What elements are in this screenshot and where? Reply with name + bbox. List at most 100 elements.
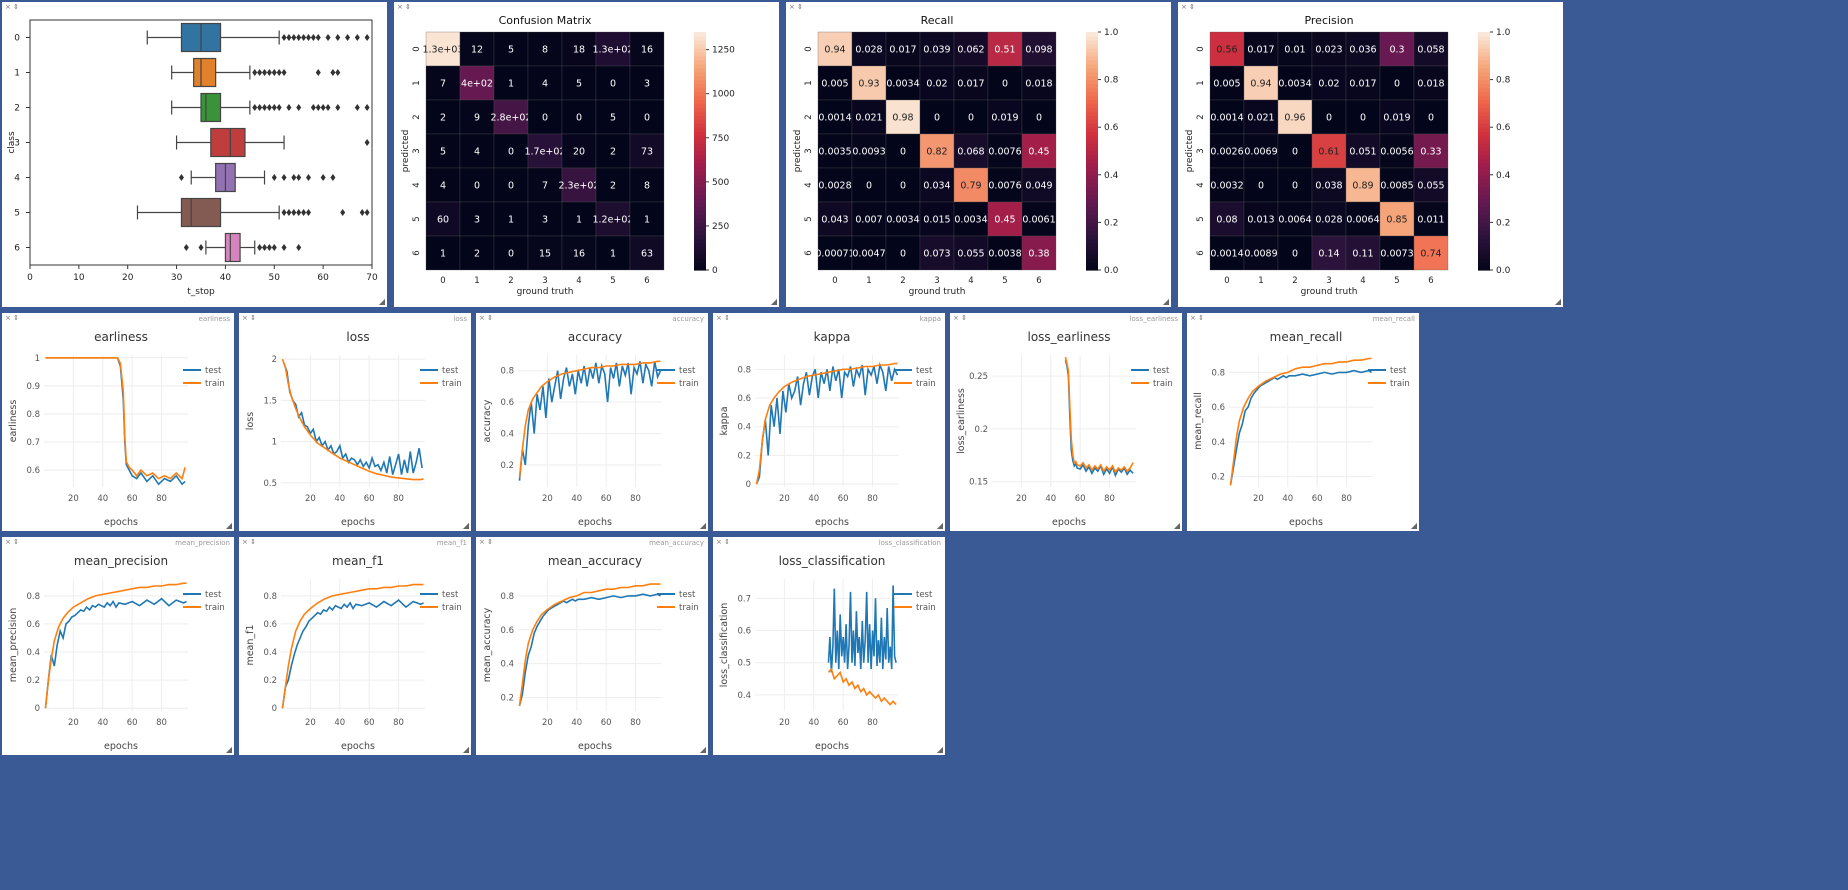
colorbar-segment — [1478, 39, 1490, 45]
colorbar-segment — [694, 83, 706, 89]
heatmap-cell — [987, 31, 1023, 67]
chart-title: loss_earliness — [1027, 330, 1110, 344]
colorbar-segment — [1086, 79, 1098, 85]
heatmap-cell — [1021, 235, 1057, 271]
chart-title: accuracy — [568, 330, 622, 344]
outlier-point — [364, 139, 370, 146]
resize-handle-icon[interactable]: ◢ — [699, 745, 706, 754]
resize-handle-icon[interactable]: ◢ — [936, 521, 943, 530]
resize-handle-icon[interactable]: ◢ — [225, 521, 232, 530]
window-controls-icon[interactable]: × ⇕ — [716, 314, 730, 322]
colorbar-segment — [694, 170, 706, 176]
heatmap-cell — [629, 133, 665, 169]
y-tick-label: 0.8 — [26, 592, 40, 602]
resize-handle-icon[interactable]: ◢ — [462, 745, 469, 754]
legend-label: train — [205, 603, 225, 613]
colorbar-tick-label: 0.8 — [1104, 76, 1119, 86]
window-controls-icon[interactable]: × ⇕ — [479, 314, 493, 322]
window-controls-icon[interactable]: × ⇕ — [1181, 3, 1195, 11]
colorbar-segment — [1086, 218, 1098, 223]
colorbar-segment — [694, 206, 706, 212]
resize-handle-icon[interactable]: ◢ — [1554, 297, 1561, 306]
series-line-test — [518, 593, 661, 707]
heatmap-cell — [527, 201, 563, 237]
x-tick-label: 80 — [156, 494, 167, 504]
window-controls-icon[interactable]: × ⇕ — [953, 314, 967, 322]
colorbar-segment — [694, 55, 706, 61]
colorbar-segment — [1086, 162, 1098, 168]
window-controls-icon[interactable]: × ⇕ — [242, 314, 256, 322]
colorbar-segment — [1478, 218, 1490, 223]
x-axis-label: epochs — [104, 741, 138, 752]
series-line-train — [281, 358, 424, 481]
outlier-point — [291, 174, 297, 181]
x-tick-label: 60 — [1075, 494, 1086, 504]
legend-label: test — [679, 590, 696, 600]
window-controls-icon[interactable]: × ⇕ — [716, 538, 730, 546]
heatmap-cell — [953, 31, 989, 67]
resize-handle-icon[interactable]: ◢ — [378, 297, 385, 306]
outlier-point — [266, 69, 272, 76]
x-tick-label: 60 — [838, 494, 849, 504]
cell-label: 0 — [1036, 113, 1042, 124]
heatmap-cell — [1345, 65, 1381, 101]
window-controls-icon[interactable]: × ⇕ — [5, 314, 19, 322]
colorbar-segment — [694, 43, 706, 49]
colorbar-segment — [1478, 174, 1490, 180]
heatmap-cell — [1021, 201, 1057, 237]
window-controls-icon[interactable]: × ⇕ — [5, 3, 19, 11]
resize-handle-icon[interactable]: ◢ — [699, 521, 706, 530]
colorbar-segment — [694, 59, 706, 65]
cell-label: 1.7e+02 — [524, 147, 565, 158]
colorbar-segment — [1478, 131, 1490, 136]
window-controls-icon[interactable]: × ⇕ — [1190, 314, 1204, 322]
colorbar-segment — [694, 262, 706, 267]
series-line-train — [1229, 357, 1372, 486]
legend-label: test — [916, 366, 933, 376]
outlier-point — [296, 209, 302, 216]
resize-handle-icon[interactable]: ◢ — [225, 745, 232, 754]
heatmap-cell — [629, 65, 665, 101]
heatmap-cell — [425, 65, 461, 101]
colorbar-segment — [1086, 135, 1098, 140]
chart-title: earliness — [94, 330, 148, 344]
heatmap-cell — [1311, 201, 1347, 237]
box — [180, 197, 222, 228]
colorbar-segment — [1086, 206, 1098, 212]
resize-handle-icon[interactable]: ◢ — [1410, 521, 1417, 530]
cell-label: 0 — [542, 113, 548, 124]
window-controls-icon[interactable]: × ⇕ — [242, 538, 256, 546]
resize-handle-icon[interactable]: ◢ — [1173, 521, 1180, 530]
cell-label: 3 — [542, 215, 548, 226]
resize-handle-icon[interactable]: ◢ — [770, 297, 777, 306]
cell-label: 15 — [539, 249, 551, 260]
x-tick-label: 60 — [317, 273, 329, 283]
y-tick-label: 0.2 — [974, 425, 988, 435]
resize-handle-icon[interactable]: ◢ — [1162, 297, 1169, 306]
window-controls-icon[interactable]: × ⇕ — [5, 538, 19, 546]
outlier-point — [330, 69, 336, 76]
window-controls-icon[interactable]: × ⇕ — [397, 3, 411, 11]
x-tick-label: 0 — [440, 276, 445, 286]
window-controls-icon[interactable]: × ⇕ — [789, 3, 803, 11]
heatmap-cell — [425, 99, 461, 135]
cell-label: 0.018 — [1417, 79, 1444, 90]
cell-label: 0 — [1292, 249, 1298, 260]
colorbar-segment — [694, 63, 706, 69]
outlier-point — [354, 104, 360, 111]
chart-title: Confusion Matrix — [499, 14, 592, 27]
cell-label: 1.3e+02 — [592, 45, 633, 56]
cell-label: 0 — [866, 181, 872, 192]
resize-handle-icon[interactable]: ◢ — [462, 521, 469, 530]
y-tick-label: 0.6 — [500, 626, 514, 636]
cell-label: 1 — [508, 79, 514, 90]
legend-label: train — [916, 379, 936, 389]
cell-label: 0 — [1292, 181, 1298, 192]
heatmap-cell — [595, 235, 631, 271]
window-controls-icon[interactable]: × ⇕ — [479, 538, 493, 546]
colorbar-segment — [1086, 254, 1098, 259]
colorbar-segment — [1086, 99, 1098, 104]
resize-handle-icon[interactable]: ◢ — [936, 745, 943, 754]
series-line-test — [518, 361, 662, 481]
cell-label: 0 — [934, 113, 940, 124]
